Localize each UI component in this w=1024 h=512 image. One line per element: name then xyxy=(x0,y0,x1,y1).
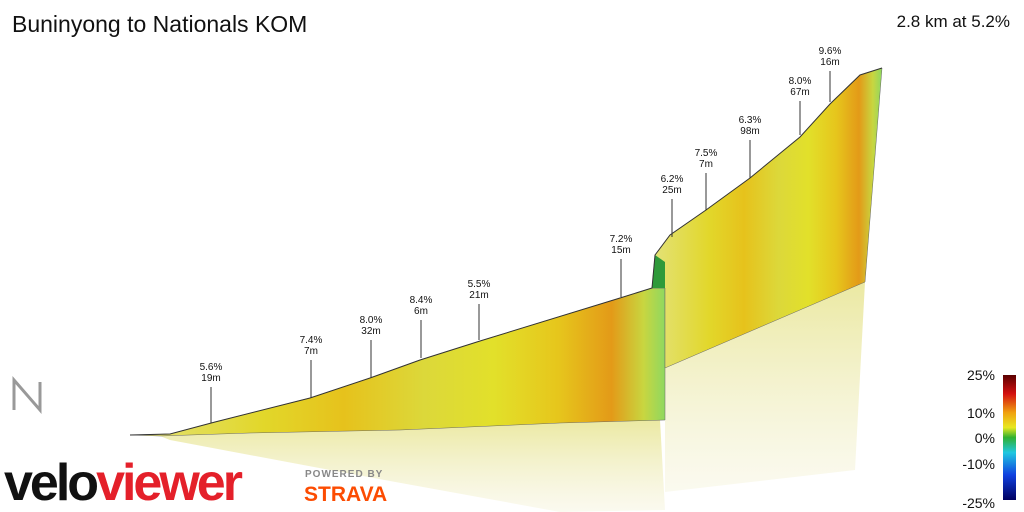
profile-edge xyxy=(129,67,883,436)
descent-segment xyxy=(652,255,665,288)
annotation-length: 7m xyxy=(304,346,318,357)
annotation-length: 32m xyxy=(361,326,380,337)
logo-velo: velo xyxy=(4,454,97,512)
legend-label: -25% xyxy=(962,495,995,511)
annotation-grade: 7.5% xyxy=(695,148,718,159)
annotation-length: 21m xyxy=(469,290,488,301)
annotation-grade: 8.4% xyxy=(410,295,433,306)
annotation-grade: 6.3% xyxy=(739,115,762,126)
north-arrow xyxy=(12,375,42,415)
annotation-grade: 5.5% xyxy=(468,279,491,290)
legend-label: 10% xyxy=(967,405,995,421)
annotation-grade: 7.4% xyxy=(300,335,323,346)
annotation-grade: 7.2% xyxy=(610,234,633,245)
color-scale xyxy=(1003,375,1016,500)
annotation-grade: 9.6% xyxy=(819,46,842,57)
annotation-grade: 8.0% xyxy=(789,76,812,87)
powered-by: POWERED BY xyxy=(305,469,383,480)
annotation-length: 6m xyxy=(414,306,428,317)
reflection xyxy=(665,282,865,492)
legend-label: -10% xyxy=(962,456,995,472)
reflection xyxy=(160,420,665,512)
annotation-length: 67m xyxy=(790,87,809,98)
annotation-length: 7m xyxy=(699,159,713,170)
title: Buninyong to Nationals KOM xyxy=(12,11,307,37)
annotation-length: 98m xyxy=(740,126,759,137)
annotation-length: 16m xyxy=(820,57,839,68)
annotation-length: 25m xyxy=(662,185,681,196)
logo: veloviewer xyxy=(4,454,243,512)
annotation-grade: 8.0% xyxy=(360,315,383,326)
annotation-length: 19m xyxy=(201,373,220,384)
annotation-grade: 5.6% xyxy=(200,362,223,373)
strava: STRAVA xyxy=(304,483,387,506)
annotation-grade: 6.2% xyxy=(661,174,684,185)
annotation-length: 15m xyxy=(611,245,630,256)
legend-label: 25% xyxy=(967,367,995,383)
legend-label: 0% xyxy=(975,430,995,446)
logo-viewer: viewer xyxy=(96,454,243,512)
summary: 2.8 km at 5.2% xyxy=(897,12,1010,31)
